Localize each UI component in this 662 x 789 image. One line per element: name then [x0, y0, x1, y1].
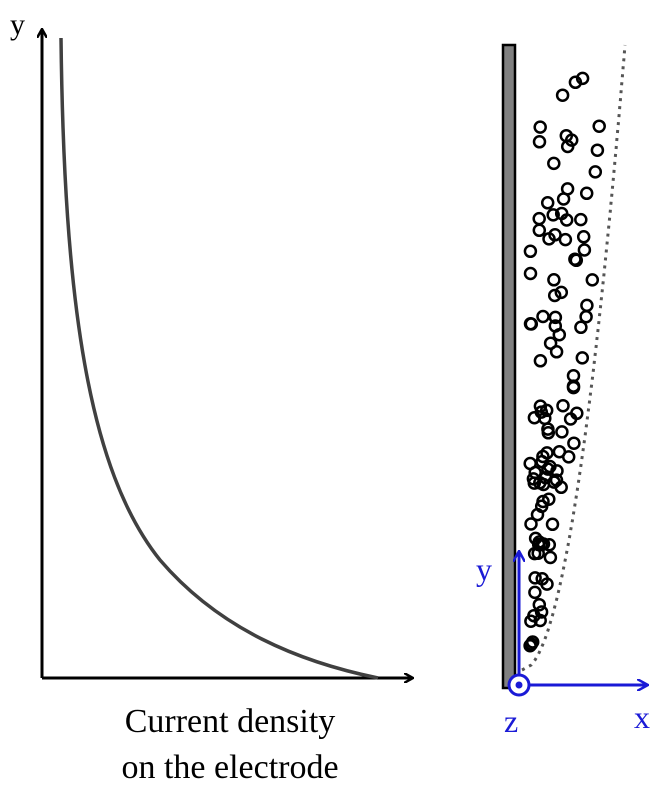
particle — [545, 517, 560, 532]
particle — [570, 406, 584, 421]
particle — [580, 298, 594, 313]
particle — [558, 232, 573, 247]
particle — [528, 571, 542, 585]
particle — [559, 213, 574, 227]
x-axis-label: on the electrode — [121, 749, 338, 786]
x-label: x — [634, 699, 650, 735]
particle — [547, 156, 561, 171]
particle — [543, 550, 558, 565]
particle — [532, 135, 547, 149]
particle — [568, 252, 582, 266]
particle — [555, 425, 569, 439]
particle — [538, 411, 552, 426]
particle — [533, 120, 547, 134]
particle — [541, 462, 555, 476]
particle — [561, 450, 576, 464]
particle — [536, 309, 550, 324]
particle — [576, 230, 591, 244]
particle — [555, 88, 570, 102]
particle — [574, 320, 588, 335]
electrode — [501, 43, 517, 690]
particle — [590, 143, 605, 157]
particle — [541, 426, 556, 440]
particle — [575, 351, 590, 365]
particle — [568, 75, 583, 90]
particle — [549, 473, 564, 487]
y-label: y — [476, 551, 492, 587]
particle — [546, 208, 560, 222]
particle — [534, 537, 549, 552]
particle — [575, 71, 590, 86]
particle — [528, 585, 542, 600]
particle — [560, 139, 575, 154]
particle — [579, 309, 593, 324]
particle — [523, 638, 537, 653]
particle — [523, 244, 538, 259]
particle — [574, 212, 588, 227]
particle — [532, 535, 546, 549]
particle — [585, 273, 600, 287]
particle — [540, 446, 554, 460]
particle — [554, 285, 569, 300]
particle — [524, 517, 538, 531]
particle — [539, 403, 554, 418]
particle — [532, 211, 546, 226]
particle — [523, 317, 538, 331]
particle — [542, 492, 556, 506]
particle — [532, 223, 547, 238]
particle — [577, 243, 592, 257]
particle — [588, 165, 603, 179]
particle — [549, 345, 564, 359]
particle — [530, 507, 545, 522]
particle — [532, 597, 547, 612]
z-label: z — [504, 703, 518, 739]
x-axis-label: Current density — [125, 703, 336, 740]
particle — [547, 273, 561, 287]
y-axis-label: y — [10, 8, 25, 41]
particles — [523, 71, 606, 653]
particle — [543, 336, 558, 350]
particle — [579, 186, 594, 201]
particle — [535, 572, 549, 586]
particle — [523, 266, 538, 281]
particle — [533, 354, 548, 368]
particle — [567, 436, 581, 450]
particle — [542, 232, 556, 246]
particle — [533, 613, 547, 628]
current-density-curve — [59, 37, 379, 680]
particle — [528, 465, 542, 480]
particle — [556, 398, 570, 413]
particle — [592, 119, 606, 133]
particle — [547, 475, 561, 489]
particle — [556, 192, 571, 206]
particle — [566, 368, 581, 383]
particle — [548, 319, 563, 333]
particle — [548, 310, 563, 325]
particle — [526, 472, 541, 486]
particle — [540, 196, 555, 210]
particle — [547, 288, 562, 303]
z-axis-dot — [515, 681, 523, 689]
